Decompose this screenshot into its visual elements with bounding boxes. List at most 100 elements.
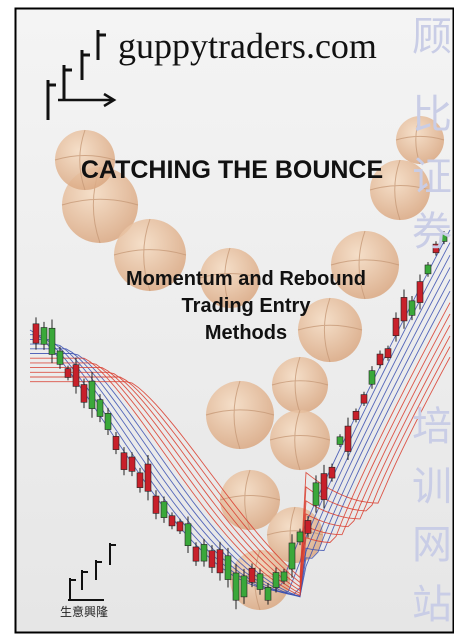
candle-body	[120, 452, 128, 470]
subtitle-line: Trading Entry	[182, 295, 312, 317]
candle-body	[256, 573, 264, 590]
basketball	[271, 356, 329, 414]
candle-body	[96, 399, 104, 417]
candle-body	[400, 297, 408, 322]
candle-body	[320, 473, 328, 500]
basketball	[269, 409, 331, 471]
candle-body	[408, 300, 416, 316]
side-character: 比	[412, 92, 452, 138]
ball	[114, 219, 186, 291]
moving-average	[30, 267, 451, 597]
candle-body	[432, 243, 440, 254]
candle-body	[344, 425, 352, 452]
candle-body	[72, 364, 80, 387]
candle-body	[176, 521, 184, 532]
candle-body	[168, 515, 176, 527]
ball	[270, 410, 330, 470]
ball-seam	[395, 115, 445, 165]
ball-seam	[297, 297, 363, 363]
candle-body	[360, 394, 368, 404]
candle-body	[104, 412, 112, 430]
basketball	[205, 380, 275, 450]
footer-text: 生意興隆	[60, 604, 108, 619]
candle-body	[128, 456, 136, 472]
candle-body	[232, 572, 240, 601]
basketball	[113, 218, 187, 292]
basketball	[199, 247, 261, 309]
candle-body	[192, 546, 200, 562]
ball-seam	[369, 159, 431, 221]
candle-body	[224, 555, 232, 580]
moving-average	[30, 290, 451, 598]
ball-seam	[269, 409, 331, 471]
candle-body	[88, 380, 96, 409]
ball-seam	[205, 380, 275, 450]
candle-body	[112, 436, 120, 450]
candle-body	[424, 264, 432, 275]
moving-average	[30, 335, 451, 588]
ball	[396, 116, 444, 164]
ball-seam	[199, 247, 261, 309]
candle-body	[56, 350, 64, 365]
candle-body	[184, 523, 192, 546]
moving-average	[30, 324, 451, 592]
candle-body	[336, 436, 344, 445]
ball	[272, 357, 328, 413]
ball-seam	[113, 218, 187, 292]
candle-body	[64, 368, 72, 378]
candle-body	[264, 587, 272, 601]
candle-body	[288, 542, 296, 570]
decoration	[29, 115, 451, 611]
candle-body	[352, 410, 360, 420]
candle-body	[384, 348, 392, 358]
ball	[206, 381, 274, 449]
ball	[298, 298, 362, 362]
side-character: 培	[412, 404, 452, 450]
candle-body	[40, 327, 48, 345]
logo-text: guppytraders.com	[118, 26, 377, 66]
candle-body	[368, 370, 376, 385]
candle-body	[312, 482, 320, 506]
ball-seam	[271, 356, 329, 414]
basketball	[54, 129, 116, 191]
footer-icon	[68, 543, 116, 601]
candle-body	[152, 495, 160, 514]
basketball	[219, 469, 281, 531]
moving-average	[30, 302, 451, 597]
candle-body	[136, 472, 144, 488]
side-character: 券	[412, 209, 452, 255]
candle-body	[144, 463, 152, 492]
basketball	[330, 230, 400, 300]
candle-body	[296, 531, 304, 543]
logo-icon	[46, 30, 117, 120]
subtitle-line: Momentum and Rebound	[126, 268, 366, 290]
ball	[220, 470, 280, 530]
side-character: 训	[412, 464, 452, 510]
frame	[14, 7, 454, 634]
candle-body	[48, 327, 56, 355]
candle-body	[272, 572, 280, 588]
candle-body	[216, 549, 224, 574]
side-character: 站	[412, 582, 452, 628]
side-character: 网	[412, 522, 452, 568]
candle-body	[376, 353, 384, 366]
ball	[200, 248, 260, 308]
candle-body	[200, 544, 208, 562]
candle-body	[416, 281, 424, 303]
basketball	[297, 297, 363, 363]
candle-body	[208, 550, 216, 568]
subtitle-line: Methods	[205, 322, 287, 344]
candle-body	[160, 501, 168, 518]
ball	[55, 130, 115, 190]
ball	[370, 160, 430, 220]
ball-seam	[54, 129, 116, 191]
basketball	[395, 115, 445, 165]
candle-body	[80, 384, 88, 403]
ball-seam	[330, 230, 400, 300]
candle-body	[240, 575, 248, 598]
candle-body	[392, 317, 400, 337]
ball-seam	[219, 469, 281, 531]
side-character: 顾	[412, 14, 452, 60]
ball	[331, 231, 399, 299]
